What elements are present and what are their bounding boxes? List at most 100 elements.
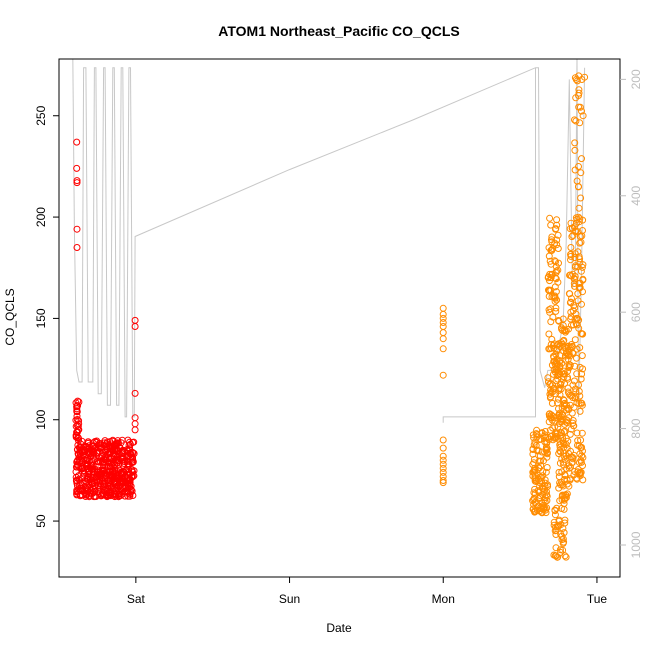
data-point [126, 438, 133, 446]
data-point [579, 365, 587, 373]
pressure-line-segment [442, 67, 536, 423]
data-point [82, 445, 90, 453]
data-point [439, 468, 447, 476]
data-point [551, 527, 559, 535]
data-point [105, 483, 113, 491]
data-point [573, 345, 581, 353]
data-point [73, 138, 81, 146]
data-point [543, 497, 551, 505]
data-point [75, 435, 83, 442]
data-point [566, 475, 574, 483]
data-point [537, 457, 545, 465]
data-point [570, 223, 578, 231]
data-point [569, 394, 577, 401]
data-point [549, 381, 557, 389]
data-point [99, 489, 107, 497]
data-point [552, 531, 560, 538]
data-point [560, 397, 568, 404]
data-point [569, 350, 577, 358]
data-point [82, 484, 90, 492]
data-point [558, 404, 566, 412]
data-point [547, 433, 555, 441]
data-point [439, 436, 447, 444]
data-point [73, 405, 81, 413]
data-point [113, 471, 121, 479]
x-tick-label: Sun [279, 592, 300, 606]
data-point [552, 377, 560, 385]
data-point [114, 457, 122, 465]
data-point [559, 539, 567, 547]
data-point [575, 204, 583, 212]
data-point [439, 452, 447, 460]
y-axis-label: CO_QCLS [3, 288, 17, 345]
data-point [560, 428, 568, 436]
data-point [96, 441, 104, 449]
y-tick-label: 150 [34, 308, 48, 328]
data-point [74, 423, 82, 431]
data-point [569, 270, 577, 278]
data-point [577, 456, 585, 464]
data-point [541, 504, 549, 512]
data-point [102, 472, 110, 480]
y2-tick-label: 1000 [629, 531, 643, 558]
data-point [570, 275, 578, 283]
data-point [439, 345, 447, 353]
data-point [129, 453, 136, 461]
data-point [578, 452, 586, 460]
data-point [570, 321, 577, 329]
y-tick-label: 100 [34, 409, 48, 429]
data-point [551, 511, 559, 519]
data-point [111, 470, 119, 478]
data-point [117, 439, 125, 447]
data-point [569, 455, 577, 463]
data-point [538, 429, 546, 437]
data-point [111, 464, 119, 472]
data-point [439, 479, 447, 487]
y2-tick-label: 600 [629, 302, 643, 322]
data-point [559, 315, 567, 323]
data-point [576, 279, 584, 287]
data-point [561, 427, 569, 435]
data-point [126, 478, 134, 486]
y2-tick-label: 200 [629, 69, 643, 89]
data-point [556, 546, 564, 554]
data-point [547, 380, 555, 388]
data-point [575, 324, 583, 332]
data-point [73, 408, 81, 416]
data-point [73, 164, 81, 172]
data-point [73, 412, 81, 420]
data-point [95, 458, 103, 466]
data-point [579, 227, 586, 234]
data-point [439, 460, 447, 468]
data-point [553, 221, 561, 229]
plot-area [72, 59, 589, 561]
data-point [562, 406, 570, 414]
data-point [74, 446, 82, 453]
data-point [544, 374, 552, 382]
data-point [124, 457, 132, 465]
data-point [576, 284, 584, 291]
data-point [577, 468, 585, 476]
data-point [75, 475, 83, 483]
data-point [579, 476, 587, 484]
data-point [570, 422, 577, 430]
data-point [571, 336, 579, 344]
data-point [73, 488, 81, 495]
data-point [560, 505, 568, 513]
data-point [570, 377, 578, 385]
data-point [555, 450, 563, 458]
data-point [98, 459, 106, 467]
data-point [553, 523, 561, 531]
data-point [74, 397, 82, 405]
data-point [573, 429, 581, 437]
data-point [130, 450, 138, 457]
data-point [560, 461, 568, 469]
data-point [544, 482, 552, 490]
data-point [529, 431, 537, 439]
data-point [556, 441, 564, 449]
data-point [559, 458, 567, 466]
data-point [577, 375, 585, 383]
data-point [557, 448, 565, 456]
data-point [578, 370, 586, 378]
